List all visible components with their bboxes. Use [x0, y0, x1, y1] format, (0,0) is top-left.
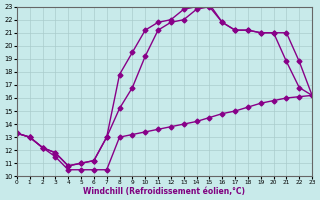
X-axis label: Windchill (Refroidissement éolien,°C): Windchill (Refroidissement éolien,°C) [84, 187, 245, 196]
